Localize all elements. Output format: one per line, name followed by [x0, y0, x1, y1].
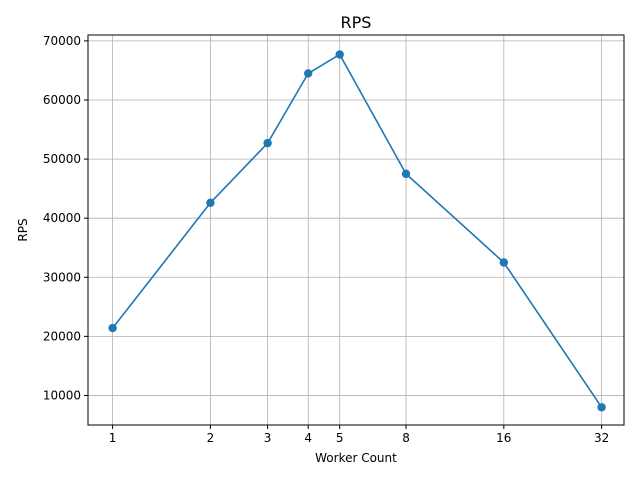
data-point [597, 403, 606, 412]
chart-title: RPS [341, 13, 372, 32]
x-tick-label: 1 [109, 431, 117, 445]
y-tick-label: 50000 [43, 152, 81, 166]
tick-layer: 1 2 3 4 5 8 16 32 10000 20000 30000 40000 50000 60000… [43, 34, 609, 445]
series-layer [108, 50, 606, 412]
data-point [401, 169, 411, 179]
y-tick-label: 10000 [43, 388, 81, 402]
plot-frame [87, 34, 625, 426]
y-tick-label: 30000 [43, 270, 81, 284]
data-point [499, 258, 509, 267]
data-point [263, 138, 272, 148]
rps-series-line [111, 53, 603, 408]
data-point [335, 50, 344, 59]
y-tick-label: 40000 [43, 211, 81, 225]
x-tick-label: 32 [594, 431, 609, 445]
data-point [108, 323, 117, 333]
y-axis-label: RPS [16, 218, 30, 241]
y-tick-label: 60000 [43, 93, 81, 107]
x-tick-label: 5 [336, 431, 344, 445]
x-tick-label: 2 [207, 431, 215, 445]
x-tick-label: 4 [304, 431, 312, 445]
x-axis-label: Worker Count [315, 451, 397, 465]
data-point [304, 69, 313, 78]
y-tick-label: 70000 [43, 34, 81, 48]
x-tick-label: 3 [264, 431, 272, 445]
data-point [206, 198, 215, 208]
x-tick-label: 8 [402, 431, 410, 445]
y-tick-label: 20000 [43, 329, 81, 343]
x-tick-label: 16 [496, 431, 511, 445]
grid-layer [88, 35, 624, 425]
